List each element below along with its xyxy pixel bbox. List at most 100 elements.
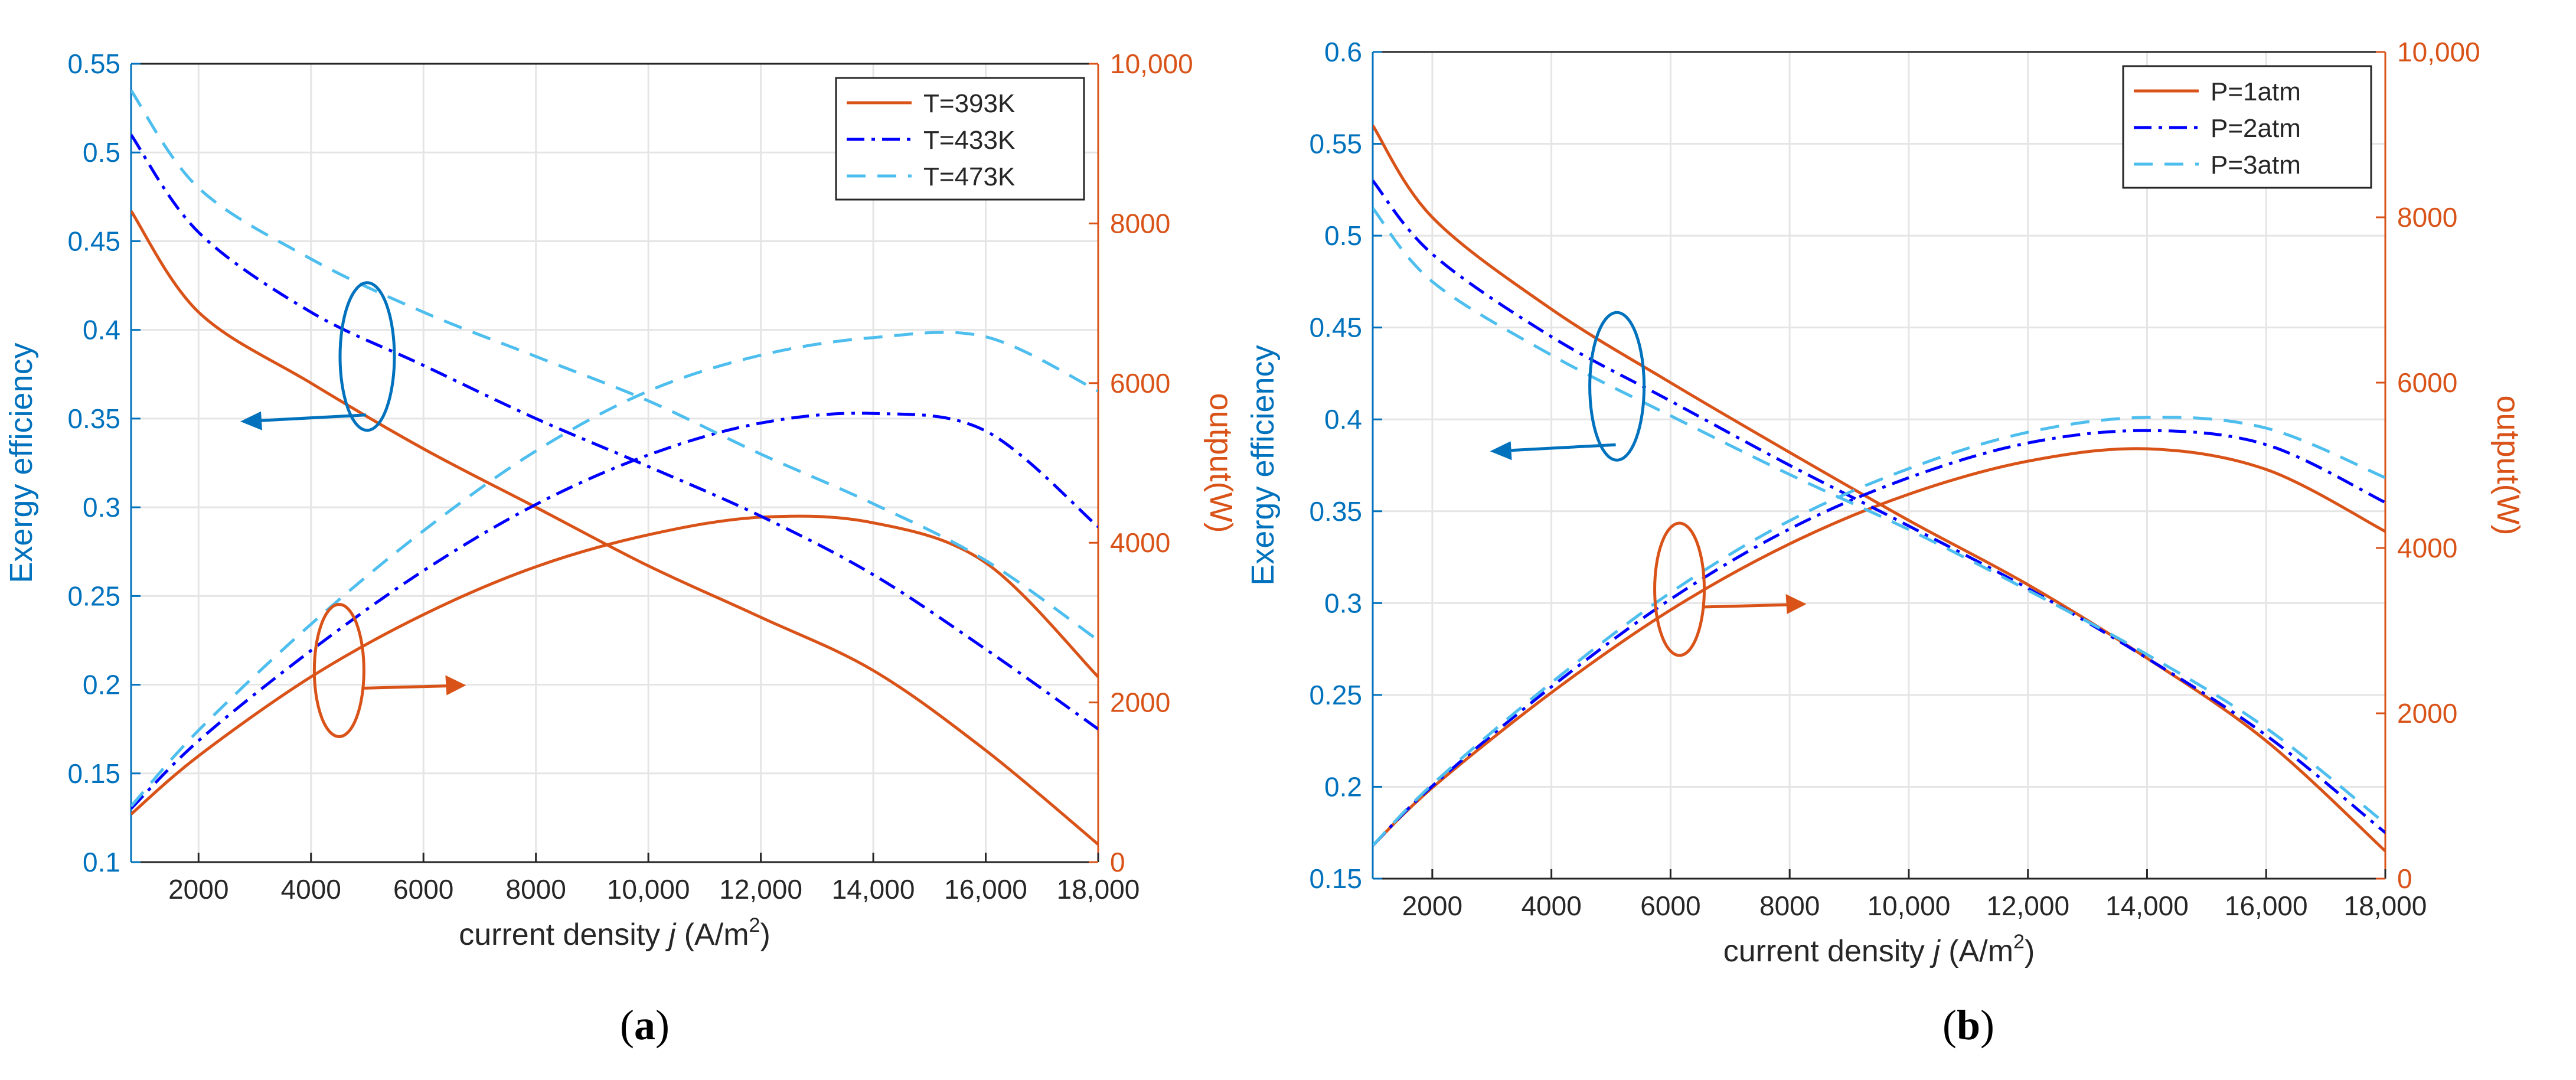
- x-tick-label: 8000: [1759, 890, 1820, 921]
- x-tick-label: 16,000: [2225, 890, 2308, 921]
- output-line-2: [131, 412, 1098, 810]
- x-tick-label: 10,000: [1867, 890, 1951, 921]
- efficiency-line-3: [1373, 207, 2385, 825]
- y-right-tick-label: 0: [1110, 847, 1125, 877]
- y-right-tick-label: 10,000: [2397, 37, 2480, 67]
- arrow-head-icon: [1785, 594, 1807, 614]
- arrow-head-icon: [240, 411, 262, 430]
- series-group: [131, 89, 1098, 846]
- annotation-efficiency: [240, 281, 396, 432]
- y-tick-label: 0.25: [1309, 680, 1362, 710]
- annotation-ellipse: [312, 603, 365, 739]
- y-tick-label: 0.1: [83, 847, 120, 877]
- x-tick-label: 2000: [1402, 890, 1462, 921]
- efficiency-line-2: [1373, 180, 2385, 834]
- y-tick-label: 0.4: [1324, 404, 1362, 435]
- legend: T=393K T=433K T=473K: [835, 77, 1085, 201]
- x-tick-label: 6000: [1640, 890, 1700, 921]
- y-right-tick-label: 4000: [2397, 533, 2457, 563]
- legend: P=1atm P=2atm P=3atm: [2122, 65, 2372, 189]
- y-tick-label: 0.3: [1324, 588, 1362, 618]
- output-line-2: [1373, 429, 2385, 847]
- annotation-ellipse: [338, 281, 396, 432]
- y-right-tick-label: 6000: [1110, 368, 1170, 399]
- annotation-output: [1653, 521, 1807, 657]
- y-tick-label: 0.5: [1324, 220, 1362, 251]
- annotation-arrow-left: [1504, 443, 1616, 452]
- y-tick-label: 0.55: [67, 48, 120, 79]
- x-tick-label: 12,000: [1986, 890, 2069, 921]
- annotation-efficiency: [1490, 311, 1646, 462]
- series-group: [1373, 125, 2385, 853]
- annotation-ellipse: [1588, 311, 1646, 462]
- y-tick-label: 0.25: [67, 580, 120, 611]
- annotation-arrow-left: [254, 413, 367, 423]
- legend-label: P=2atm: [2211, 114, 2301, 143]
- y-tick-label: 0.15: [1309, 863, 1362, 894]
- y-tick-label: 0.35: [1309, 496, 1362, 527]
- x-tick-label: 18,000: [1057, 874, 1140, 905]
- y-right-tick-label: 0: [2397, 863, 2412, 894]
- y-right-tick-label: 2000: [1110, 687, 1170, 718]
- panel-b-letter: b: [1956, 1001, 1981, 1049]
- y-tick-label: 0.45: [1309, 312, 1362, 343]
- panel-a-letter: a: [634, 1001, 655, 1049]
- legend-label: P=3atm: [2211, 151, 2301, 180]
- output-line-1: [131, 514, 1098, 815]
- y-tick-label: 0.55: [1309, 129, 1362, 159]
- y-right-tick-label: 8000: [1110, 208, 1170, 239]
- y-axis-label: Exergy efficiency: [1245, 345, 1281, 585]
- x-tick-label: 10,000: [607, 874, 690, 905]
- panel-b-label: (b): [1942, 1001, 1995, 1049]
- panel-b-chart: 2000 4000 6000 8000 10,000 12,000 14,000 16,000…: [1245, 37, 2526, 968]
- x-tick-label: 4000: [1521, 890, 1581, 921]
- arrow-head-icon: [1490, 441, 1512, 461]
- output-line-3: [131, 331, 1098, 808]
- y-right-tick-label: 6000: [2397, 367, 2457, 398]
- output-line-3: [1373, 416, 2385, 847]
- y-tick-label: 0.4: [83, 315, 120, 345]
- y-tick-label: 0.6: [1324, 37, 1362, 67]
- y-axis-label: Exergy efficiency: [4, 342, 39, 583]
- y-right-axis-label: output(W): [1203, 393, 1239, 533]
- x-tick-label: 6000: [393, 874, 453, 905]
- x-tick-label: 2000: [168, 874, 228, 905]
- x-axis-label: current density j (A/m2): [459, 914, 770, 952]
- efficiency-line-2: [131, 133, 1098, 730]
- legend-label: P=1atm: [2211, 77, 2301, 106]
- legend-label: T=433K: [923, 126, 1015, 155]
- y-tick-label: 0.15: [67, 758, 120, 789]
- annotation-ellipse: [1653, 521, 1706, 657]
- y-tick-label: 0.3: [83, 492, 120, 523]
- legend-box: [835, 77, 1085, 201]
- y-tick-label: 0.2: [83, 670, 120, 700]
- legend-box: [2122, 65, 2372, 189]
- output-line-1: [1373, 447, 2385, 847]
- x-tick-label: 14,000: [832, 874, 915, 905]
- plot-area: [1373, 52, 2385, 879]
- y-tick-label: 0.5: [83, 137, 120, 168]
- y-right-axis-label: output(W): [2490, 395, 2526, 535]
- arrow-head-icon: [445, 675, 466, 696]
- x-axis-label: current density j (A/m2): [1723, 931, 2035, 968]
- efficiency-line-1: [1373, 125, 2385, 853]
- annotation-arrow-right: [361, 684, 452, 690]
- panel-a-chart: 2000 4000 6000 8000 10,000 12,000 14,000 16,000…: [4, 48, 1239, 952]
- annotation-output: [312, 603, 466, 739]
- x-tick-label: 14,000: [2105, 890, 2189, 921]
- panel-a-label: (a): [620, 1001, 670, 1049]
- efficiency-line-1: [131, 210, 1098, 846]
- y-right-tick-label: 2000: [2397, 698, 2457, 729]
- y-right-tick-label: 8000: [2397, 202, 2457, 233]
- legend-label: T=393K: [923, 89, 1015, 118]
- legend-label: T=473K: [923, 162, 1015, 191]
- y-right-tick-label: 10,000: [1110, 48, 1193, 79]
- y-tick-label: 0.35: [67, 403, 120, 434]
- y-right-tick-label: 4000: [1110, 527, 1170, 558]
- x-tick-label: 8000: [506, 874, 566, 905]
- efficiency-line-3: [131, 89, 1098, 642]
- y-tick-label: 0.45: [67, 226, 120, 256]
- x-tick-label: 18,000: [2344, 890, 2427, 921]
- y-tick-label: 0.2: [1324, 771, 1362, 802]
